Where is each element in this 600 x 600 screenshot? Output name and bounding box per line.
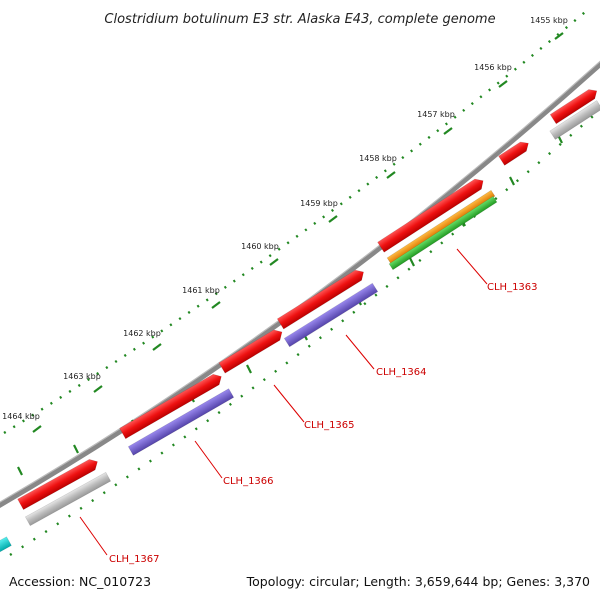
callout-line	[273, 384, 305, 423]
inner-tick-mark	[509, 176, 515, 186]
tick-label: 1460 kbp	[241, 242, 279, 251]
tick-label: 1456 kbp	[474, 63, 512, 72]
inner-tick-mark	[17, 466, 23, 476]
cds-feature[interactable]	[218, 327, 285, 374]
cds-feature[interactable]	[549, 86, 600, 125]
gene-label[interactable]: CLH_1366	[223, 476, 274, 487]
genome-summary-text: Topology: circular; Length: 3,659,644 bp…	[246, 574, 590, 589]
gene-feature[interactable]	[24, 471, 112, 527]
callout-line	[345, 334, 375, 370]
gene-label[interactable]: CLH_1364	[376, 367, 427, 378]
major-tick-mark	[152, 343, 162, 351]
tick-label: 1459 kbp	[300, 199, 338, 208]
inner-tick-mark	[73, 444, 79, 454]
callout-group: CLH_1363 CLH_1364 CLH_1365 CLH_1366 CLH_1367	[79, 248, 538, 565]
cds-feature[interactable]	[17, 456, 101, 510]
callout-line	[456, 248, 488, 285]
major-tick-mark	[93, 385, 103, 393]
major-tick-mark	[386, 171, 396, 179]
major-tick-mark	[554, 32, 564, 40]
gene-feature[interactable]	[549, 100, 600, 140]
tick-label: 1457 kbp	[417, 110, 455, 119]
gene-feature[interactable]	[0, 536, 12, 554]
major-tick-mark	[498, 80, 508, 88]
major-tick-mark	[32, 425, 42, 433]
feature-group	[0, 86, 600, 554]
tick-group: 1455 kbp 1456 kbp 1457 kbp 1458 kbp 1459 kbp…	[2, 16, 568, 476]
cds-feature[interactable]	[119, 371, 225, 440]
tick-label: 1463 kbp	[63, 372, 101, 381]
gene-label[interactable]: CLH_1363	[487, 282, 538, 293]
outer-tick-ring	[3, 7, 591, 435]
gene-label[interactable]: CLH_1367	[109, 554, 160, 565]
major-tick-mark	[443, 127, 453, 135]
tick-label: 1458 kbp	[359, 154, 397, 163]
tick-label: 1461 kbp	[182, 286, 220, 295]
major-tick-mark	[328, 215, 338, 223]
major-tick-mark	[211, 301, 221, 309]
cds-feature[interactable]	[377, 176, 487, 253]
inner-tick-mark	[409, 257, 415, 267]
tick-label: 1464 kbp	[2, 412, 40, 421]
inner-tick-mark	[246, 364, 252, 374]
accession-text: Accession: NC_010723	[9, 574, 151, 589]
callout-line	[194, 440, 223, 479]
callout-line	[79, 516, 108, 556]
mrna-feature[interactable]	[386, 189, 496, 265]
cds-feature[interactable]	[276, 267, 366, 330]
tick-label: 1455 kbp	[530, 16, 568, 25]
gene-feature[interactable]	[127, 388, 235, 456]
gene-feature[interactable]	[283, 282, 379, 348]
cds-feature[interactable]	[498, 139, 532, 166]
map-title: Clostridium botulinum E3 str. Alaska E43…	[104, 12, 495, 27]
gene-label[interactable]: CLH_1365	[304, 420, 355, 431]
major-tick-mark	[269, 258, 279, 266]
tick-label: 1462 kbp	[123, 329, 161, 338]
cds-feature[interactable]	[388, 195, 498, 271]
